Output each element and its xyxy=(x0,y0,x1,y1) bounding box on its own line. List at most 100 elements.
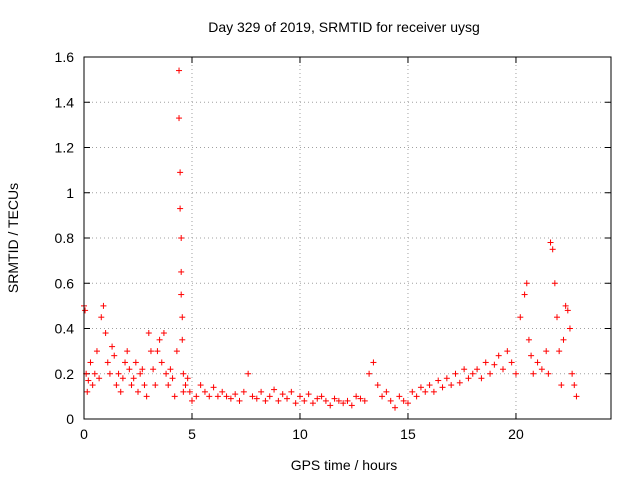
y-tick-label: 0.4 xyxy=(55,321,75,337)
data-point xyxy=(266,393,273,400)
data-point xyxy=(413,393,420,400)
data-point xyxy=(521,291,528,298)
data-point xyxy=(130,375,137,382)
data-point xyxy=(534,359,541,366)
y-tick-label: 0.8 xyxy=(55,230,75,246)
data-point xyxy=(249,393,256,400)
y-tick-label: 1.4 xyxy=(55,94,75,110)
data-point xyxy=(137,370,144,377)
data-point xyxy=(292,400,299,407)
data-point xyxy=(240,388,247,395)
data-point xyxy=(448,382,455,389)
data-point xyxy=(305,391,312,398)
data-point xyxy=(84,388,91,395)
data-point xyxy=(383,388,390,395)
y-axis-label: SRMTID / TECUs xyxy=(5,183,21,293)
data-point xyxy=(197,382,204,389)
data-point xyxy=(530,370,537,377)
data-point xyxy=(96,375,103,382)
x-tick-label: 5 xyxy=(188,426,196,442)
data-point xyxy=(353,393,360,400)
data-point xyxy=(253,395,260,402)
data-point xyxy=(309,400,316,407)
data-point xyxy=(322,397,329,404)
data-point xyxy=(426,382,433,389)
data-point xyxy=(500,366,507,373)
data-point xyxy=(314,395,321,402)
data-point xyxy=(141,382,148,389)
data-point xyxy=(109,343,116,350)
data-point xyxy=(113,382,120,389)
data-point xyxy=(184,375,191,382)
data-point xyxy=(143,393,150,400)
data-point xyxy=(547,239,554,246)
grid-lines xyxy=(84,57,611,419)
data-point xyxy=(348,402,355,409)
data-point xyxy=(357,395,364,402)
data-point xyxy=(409,388,416,395)
data-point xyxy=(186,388,193,395)
data-point xyxy=(171,393,178,400)
data-point xyxy=(232,391,239,398)
data-point xyxy=(543,348,550,355)
data-point xyxy=(549,246,556,253)
data-point xyxy=(126,366,133,373)
data-point xyxy=(495,352,502,359)
data-point xyxy=(478,375,485,382)
data-point xyxy=(525,336,532,343)
data-point xyxy=(147,348,154,355)
data-point xyxy=(139,366,146,373)
data-point xyxy=(262,397,269,404)
data-point xyxy=(193,393,200,400)
y-tick-label: 1 xyxy=(66,185,74,201)
data-point xyxy=(271,386,278,393)
data-point xyxy=(545,370,552,377)
data-point xyxy=(177,205,184,212)
data-point xyxy=(258,388,265,395)
data-point xyxy=(173,348,180,355)
data-point xyxy=(100,302,107,309)
data-point xyxy=(456,379,463,386)
data-point xyxy=(558,382,565,389)
y-tick-label: 0 xyxy=(66,411,74,427)
y-tick-label: 0.6 xyxy=(55,275,75,291)
data-point xyxy=(87,359,94,366)
data-point xyxy=(245,370,252,377)
data-point xyxy=(461,366,468,373)
data-point xyxy=(160,330,167,337)
data-point xyxy=(182,382,189,389)
data-point xyxy=(85,377,92,384)
data-point xyxy=(404,400,411,407)
data-point xyxy=(128,382,135,389)
data-point xyxy=(179,336,186,343)
data-point xyxy=(176,67,183,74)
y-axis-ticks: 0 0.2 0.4 0.6 0.8 1 1.2 1.4 1.6 xyxy=(55,49,611,427)
data-point xyxy=(177,169,184,176)
data-point xyxy=(417,384,424,391)
data-point xyxy=(178,268,185,275)
data-point xyxy=(379,393,386,400)
data-point xyxy=(569,370,576,377)
data-point xyxy=(210,384,217,391)
data-point xyxy=(327,402,334,409)
data-point xyxy=(301,397,308,404)
data-point xyxy=(180,388,187,395)
data-point xyxy=(288,388,295,395)
data-point xyxy=(82,307,89,314)
data-point xyxy=(165,382,172,389)
data-point xyxy=(119,375,126,382)
data-point xyxy=(178,291,185,298)
data-point xyxy=(279,391,286,398)
data-point xyxy=(528,352,535,359)
data-point xyxy=(169,375,176,382)
data-point xyxy=(102,330,109,337)
data-point xyxy=(573,393,580,400)
data-point xyxy=(134,388,141,395)
data-point xyxy=(474,366,481,373)
data-point xyxy=(465,375,472,382)
data-point xyxy=(430,388,437,395)
data-point xyxy=(387,397,394,404)
data-point xyxy=(361,397,368,404)
data-point xyxy=(370,359,377,366)
data-point xyxy=(566,325,573,332)
